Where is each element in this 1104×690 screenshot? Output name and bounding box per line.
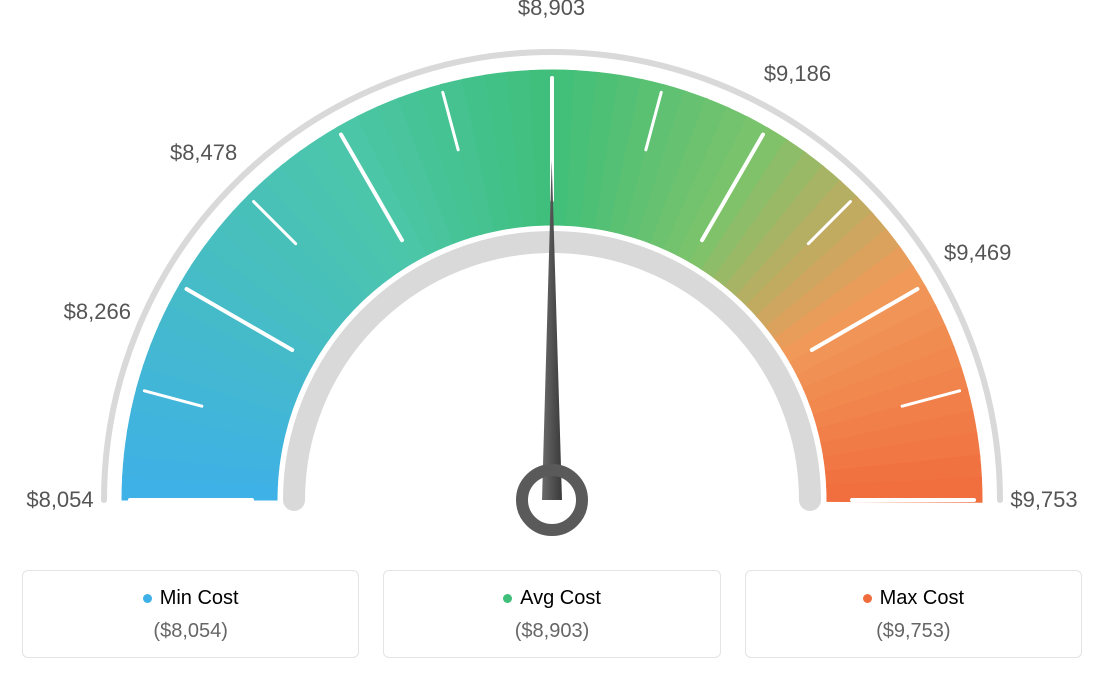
- legend-title-min: Min Cost: [143, 587, 239, 610]
- legend-value-avg: ($8,903): [394, 620, 709, 643]
- tick-label: $8,903: [518, 0, 585, 21]
- legend-label-min: Min Cost: [160, 587, 239, 610]
- legend-title-max: Max Cost: [863, 587, 964, 610]
- tick-label: $8,054: [26, 487, 93, 513]
- tick-label: $9,186: [764, 61, 831, 87]
- legend-card-max: Max Cost ($9,753): [745, 570, 1082, 658]
- legend-card-avg: Avg Cost ($8,903): [383, 570, 720, 658]
- legend-dot-min: [143, 594, 152, 603]
- legend-card-min: Min Cost ($8,054): [22, 570, 359, 658]
- legend-value-max: ($9,753): [756, 620, 1071, 643]
- legend-label-avg: Avg Cost: [520, 587, 601, 610]
- legend-title-avg: Avg Cost: [503, 587, 601, 610]
- legend-value-min: ($8,054): [33, 620, 348, 643]
- gauge-svg: [0, 0, 1104, 560]
- tick-label: $8,266: [64, 299, 131, 325]
- legend-dot-max: [863, 594, 872, 603]
- tick-label: $9,753: [1010, 487, 1077, 513]
- gauge-chart: $8,054 $8,266 $8,478 $8,903 $9,186 $9,469 $9,7…: [0, 0, 1104, 560]
- legend-label-max: Max Cost: [880, 587, 964, 610]
- tick-label: $9,469: [944, 240, 1011, 266]
- legend-dot-avg: [503, 594, 512, 603]
- legend-row: Min Cost ($8,054) Avg Cost ($8,903) Max …: [22, 570, 1082, 658]
- tick-label: $8,478: [170, 140, 237, 166]
